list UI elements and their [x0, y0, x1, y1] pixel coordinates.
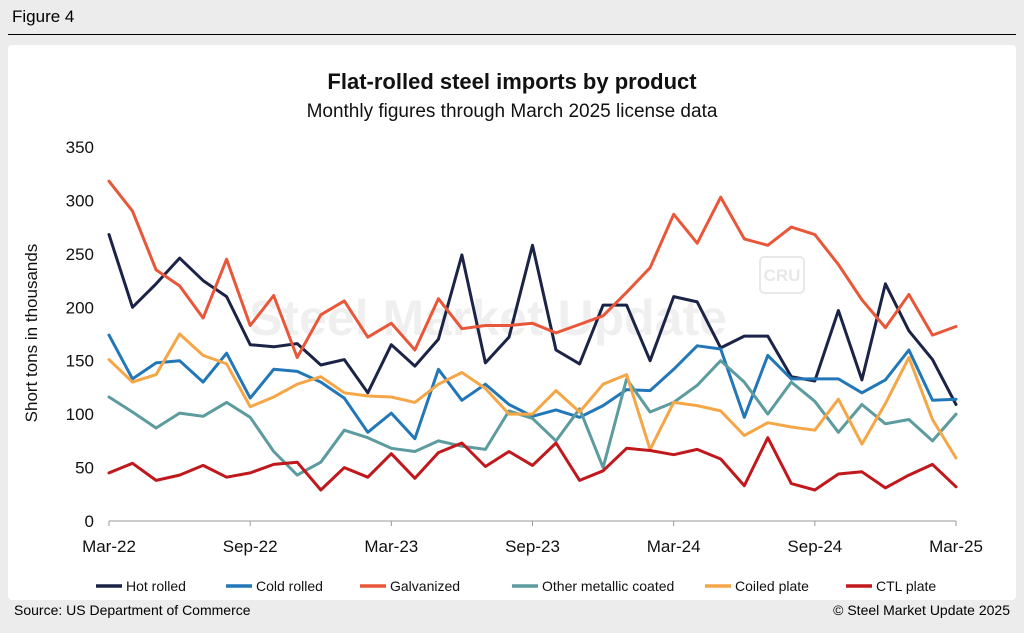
- y-axis-label: Short tons in thousands: [22, 244, 41, 423]
- x-tick-label: Mar-24: [647, 537, 701, 556]
- series-line-cold-rolled: [107, 333, 958, 441]
- watermark-badge-frame: [759, 256, 805, 294]
- legend-item: Cold rolled: [226, 578, 323, 594]
- legend-item: Other metallic coated: [512, 578, 674, 594]
- x-tick-label: Sep-23: [505, 537, 560, 556]
- x-axis: Mar-22 Sep-22 Mar-23 Sep-23 Mar-24 Sep-24 Mar-…: [82, 520, 983, 556]
- series-line-galvanized: [107, 179, 958, 359]
- legend-label: Galvanized: [390, 578, 460, 594]
- x-tick-label: Sep-24: [787, 537, 842, 556]
- watermark: Steel Market Update CRU: [249, 256, 805, 346]
- legend-label: Coiled plate: [735, 578, 809, 594]
- legend: Hot rolled Cold rolled Galvanized Other met…: [96, 578, 936, 594]
- series-line-coiled-plate: [107, 332, 958, 460]
- series-line-hot-rolled: [107, 233, 958, 406]
- x-tick-label: Mar-23: [364, 537, 418, 556]
- legend-item: Coiled plate: [705, 578, 809, 594]
- y-tick-label: 100: [66, 405, 94, 424]
- chart-panel: Steel Market Update CRU Flat-rolled stee…: [8, 45, 1016, 600]
- chart-title: Flat-rolled steel imports by product: [327, 69, 697, 94]
- y-tick-label: 200: [66, 298, 94, 317]
- watermark-badge-text: CRU: [764, 266, 801, 285]
- x-tick-label: Sep-22: [223, 537, 278, 556]
- x-tick-label: Mar-22: [82, 537, 136, 556]
- source-note: Source: US Department of Commerce: [14, 602, 251, 618]
- watermark-text: Steel Market Update: [249, 290, 727, 346]
- legend-item: Galvanized: [360, 578, 460, 594]
- y-tick-label: 0: [85, 512, 94, 531]
- legend-label: Cold rolled: [256, 578, 323, 594]
- copyright-credit: © Steel Market Update 2025: [833, 602, 1010, 618]
- series-line-other-metallic-coated: [107, 359, 958, 477]
- legend-label: Other metallic coated: [542, 578, 674, 594]
- series-lines: [107, 179, 958, 492]
- y-tick-label: 50: [75, 459, 94, 478]
- legend-item: CTL plate: [846, 578, 936, 594]
- y-axis: 0 50 100 150 200 250 300 350: [66, 138, 94, 531]
- y-tick-label: 350: [66, 138, 94, 157]
- top-rule: [8, 34, 1016, 35]
- series-line-ctl-plate: [107, 436, 958, 492]
- figure-label: Figure 4: [12, 7, 75, 26]
- line-chart: Steel Market Update CRU Flat-rolled stee…: [22, 69, 983, 594]
- y-tick-label: 300: [66, 191, 94, 210]
- y-tick-label: 150: [66, 352, 94, 371]
- legend-item: Hot rolled: [96, 578, 186, 594]
- chart-subtitle: Monthly figures through March 2025 licen…: [307, 101, 718, 122]
- x-tick-label: Mar-25: [929, 537, 983, 556]
- legend-label: CTL plate: [876, 578, 936, 594]
- y-tick-label: 250: [66, 245, 94, 264]
- legend-label: Hot rolled: [126, 578, 186, 594]
